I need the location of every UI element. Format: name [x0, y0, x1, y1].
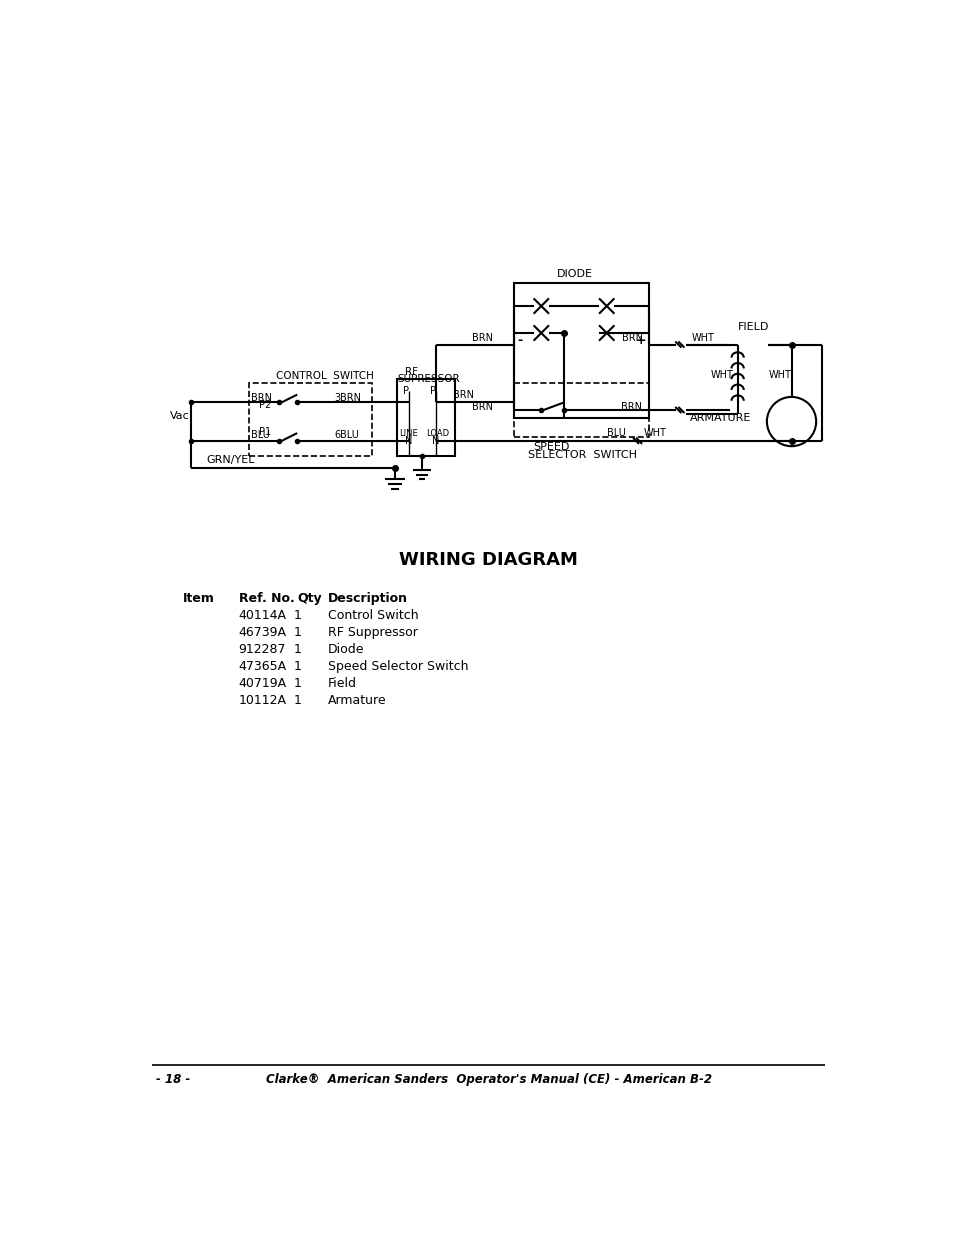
Text: BRN: BRN — [472, 332, 493, 342]
Bar — [514, 283, 648, 417]
Text: 1: 1 — [293, 626, 301, 638]
Text: WIRING DIAGRAM: WIRING DIAGRAM — [399, 551, 578, 569]
Text: 47365A: 47365A — [238, 659, 287, 673]
Text: SPEED: SPEED — [533, 442, 569, 452]
Text: WHT: WHT — [710, 370, 733, 380]
Text: P: P — [429, 385, 436, 395]
Text: GRN/YEL: GRN/YEL — [206, 454, 254, 466]
Text: LINE: LINE — [399, 429, 418, 437]
Text: 10112A: 10112A — [238, 694, 286, 706]
Text: SUPRESSOR: SUPRESSOR — [396, 374, 459, 384]
Bar — [514, 383, 648, 437]
Text: CONTROL  SWITCH: CONTROL SWITCH — [275, 372, 374, 382]
Text: 40114A: 40114A — [238, 609, 286, 622]
Text: SELECTOR  SWITCH: SELECTOR SWITCH — [528, 450, 637, 459]
Text: BLU: BLU — [606, 429, 625, 438]
Text: WHT: WHT — [691, 332, 714, 342]
Text: +: + — [636, 335, 646, 347]
Text: RF Suppressor: RF Suppressor — [328, 626, 417, 638]
Text: LOAD: LOAD — [425, 429, 449, 437]
Text: 1: 1 — [293, 677, 301, 690]
Text: P1: P1 — [258, 426, 271, 436]
Text: BLU: BLU — [340, 431, 359, 441]
Text: P2: P2 — [258, 400, 271, 410]
Text: Description: Description — [328, 592, 408, 605]
Text: 46739A: 46739A — [238, 626, 286, 638]
Text: Clarke®  American Sanders  Operator's Manual (CE) - American B-2: Clarke® American Sanders Operator's Manu… — [266, 1073, 711, 1087]
Text: WHT: WHT — [643, 429, 666, 438]
Text: BRN: BRN — [621, 332, 642, 342]
Text: 1: 1 — [293, 694, 301, 706]
Text: BRN: BRN — [472, 401, 493, 412]
Text: BRN: BRN — [620, 401, 641, 412]
Text: Vac: Vac — [170, 411, 190, 421]
Text: Control Switch: Control Switch — [328, 609, 418, 622]
Text: Speed Selector Switch: Speed Selector Switch — [328, 659, 468, 673]
Bar — [396, 379, 455, 456]
Bar — [249, 383, 372, 456]
Text: 1: 1 — [293, 643, 301, 656]
Text: -: - — [517, 335, 522, 347]
Text: 3: 3 — [334, 393, 340, 403]
Text: RF: RF — [405, 367, 417, 377]
Text: Ref. No.: Ref. No. — [238, 592, 294, 605]
Text: N: N — [432, 436, 439, 446]
Text: DIODE: DIODE — [557, 269, 592, 279]
Text: P: P — [403, 385, 409, 395]
Text: BRN: BRN — [251, 393, 272, 403]
Text: Qty: Qty — [297, 592, 321, 605]
Text: - 18 -: - 18 - — [156, 1073, 191, 1087]
Text: 1: 1 — [293, 659, 301, 673]
Text: 912287: 912287 — [238, 643, 286, 656]
Text: Field: Field — [328, 677, 356, 690]
Text: Armature: Armature — [328, 694, 386, 706]
Text: 40719A: 40719A — [238, 677, 287, 690]
Text: Item: Item — [183, 592, 214, 605]
Text: Diode: Diode — [328, 643, 364, 656]
Text: BRN: BRN — [453, 389, 474, 400]
Text: ARMATURE: ARMATURE — [689, 412, 750, 422]
Text: FIELD: FIELD — [737, 322, 768, 332]
Text: BLU: BLU — [251, 431, 270, 441]
Text: N: N — [405, 436, 412, 446]
Text: 1: 1 — [293, 609, 301, 622]
Text: WHT: WHT — [768, 370, 791, 380]
Text: 6: 6 — [334, 431, 340, 441]
Text: BRN: BRN — [340, 393, 361, 403]
